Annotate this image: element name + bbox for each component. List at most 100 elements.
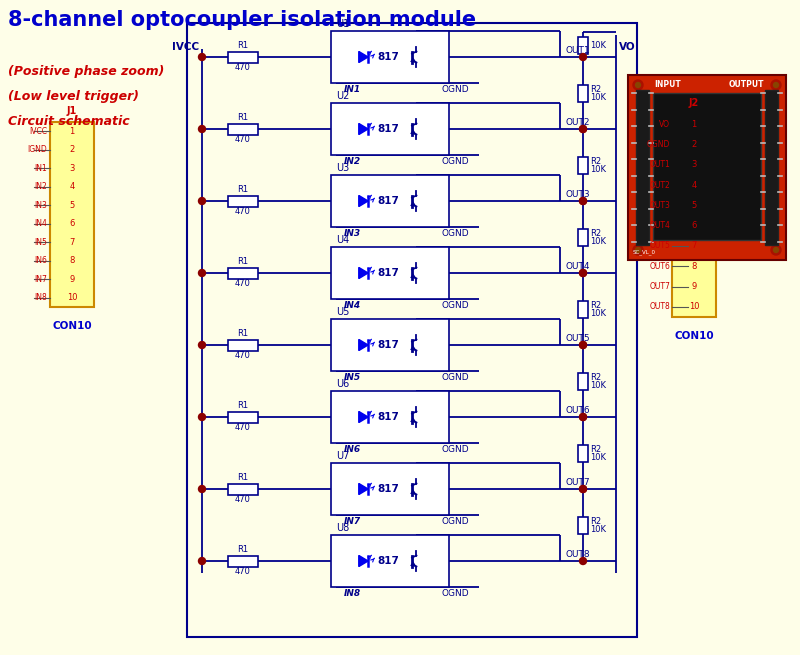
Circle shape [635,83,641,88]
Text: 6: 6 [70,219,74,228]
Text: 817: 817 [377,52,399,62]
Text: IN4: IN4 [344,301,361,310]
Text: OUT1: OUT1 [565,46,590,55]
Text: 10K: 10K [590,309,606,318]
Circle shape [579,413,586,421]
Text: OUT3: OUT3 [565,190,590,199]
Circle shape [579,198,586,204]
Text: U1: U1 [336,19,350,29]
Text: VO: VO [659,120,670,128]
Text: OGND: OGND [441,85,469,94]
Text: SC_VL_0: SC_VL_0 [633,250,656,255]
Text: R1: R1 [238,257,249,267]
Bar [578,517,588,534]
Circle shape [198,341,206,348]
Polygon shape [359,411,368,422]
Bar [331,391,449,443]
Polygon shape [359,339,368,350]
Text: IVCC: IVCC [29,127,47,136]
Circle shape [579,54,586,60]
Bar [578,229,588,246]
Circle shape [198,485,206,493]
Polygon shape [359,124,368,134]
Text: 6: 6 [691,221,697,230]
Text: R2: R2 [590,229,601,238]
Text: R1: R1 [238,113,249,122]
Text: R1: R1 [238,474,249,483]
Text: 8-channel optocoupler isolation module: 8-channel optocoupler isolation module [8,10,476,30]
Bar [228,555,258,567]
Circle shape [198,413,206,421]
Circle shape [771,80,781,90]
Text: OUT2: OUT2 [565,118,590,127]
Text: 2: 2 [691,140,697,149]
Text: R1: R1 [238,41,249,50]
Text: IN7: IN7 [34,274,47,284]
Text: OUT3: OUT3 [649,201,670,210]
Text: OUT5: OUT5 [565,334,590,343]
Bar [578,84,588,102]
Text: OGND: OGND [441,301,469,310]
Text: 4: 4 [70,182,74,191]
Text: J2: J2 [689,98,699,108]
Bar [578,301,588,318]
Text: IN1: IN1 [34,164,47,173]
Circle shape [198,198,206,204]
Circle shape [774,248,778,252]
Text: 817: 817 [377,484,399,494]
Text: 817: 817 [377,268,399,278]
Text: IN3: IN3 [344,229,361,238]
Text: IN5: IN5 [344,373,361,382]
Bar [578,445,588,462]
Text: CON10: CON10 [52,321,92,331]
Text: CON10: CON10 [674,331,714,341]
Text: 817: 817 [377,340,399,350]
Text: 817: 817 [377,412,399,422]
Bar [765,90,778,245]
Text: 9: 9 [70,274,74,284]
Circle shape [579,341,586,348]
Circle shape [579,198,586,204]
Bar [672,114,716,317]
Text: R1: R1 [238,185,249,195]
Text: U6: U6 [336,379,350,389]
Text: Circuit schematic: Circuit schematic [8,115,130,128]
Text: J1: J1 [67,106,77,116]
Text: OUT1: OUT1 [650,160,670,169]
Circle shape [579,341,586,348]
Circle shape [579,413,586,421]
Text: IN2: IN2 [34,182,47,191]
Text: OUT2: OUT2 [650,181,670,189]
Circle shape [633,245,643,255]
Polygon shape [359,196,368,206]
Text: OUT4: OUT4 [565,262,590,271]
Circle shape [633,80,643,90]
Circle shape [198,269,206,276]
Text: R1: R1 [238,546,249,555]
Text: IN7: IN7 [344,517,361,526]
Text: OGND: OGND [441,445,469,454]
Text: 470: 470 [235,208,251,217]
Text: U4: U4 [336,235,350,245]
Text: 470: 470 [235,567,251,576]
Text: U3: U3 [336,163,350,173]
Bar [228,195,258,206]
Text: U5: U5 [336,307,350,317]
Text: VO: VO [619,42,636,52]
Bar [228,483,258,495]
Text: 470: 470 [235,424,251,432]
Text: OUT8: OUT8 [650,303,670,311]
Text: IN2: IN2 [344,157,361,166]
Text: 10: 10 [689,303,699,311]
Text: 4: 4 [691,181,697,189]
Bar [187,23,637,637]
Text: 10K: 10K [590,525,606,534]
Text: 817: 817 [377,556,399,566]
Text: 10K: 10K [590,92,606,102]
Circle shape [579,269,586,276]
Text: 5: 5 [70,200,74,210]
Bar [331,103,449,155]
Text: 8: 8 [70,256,74,265]
Bar [578,37,588,54]
Circle shape [198,557,206,565]
